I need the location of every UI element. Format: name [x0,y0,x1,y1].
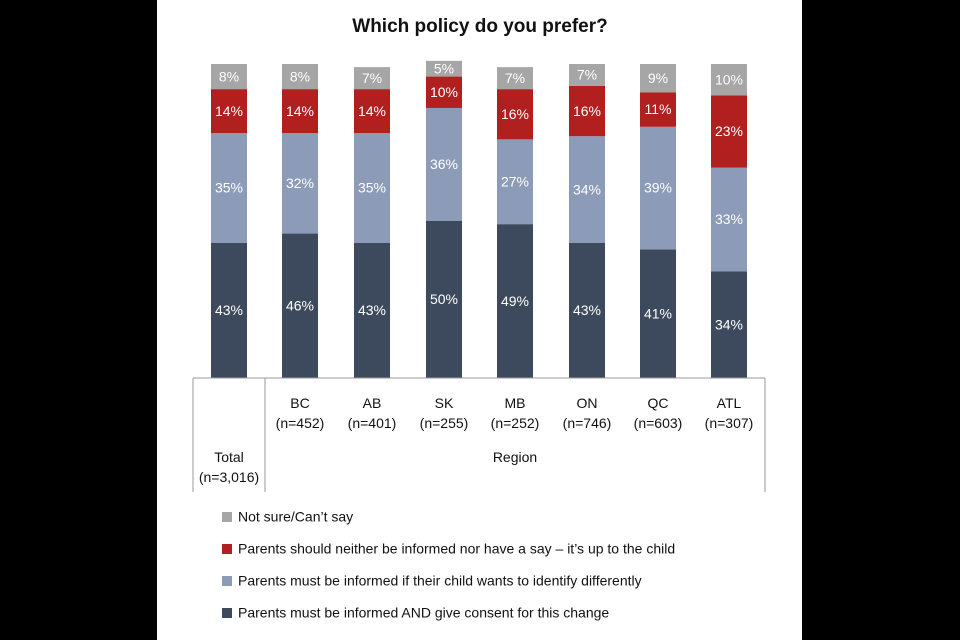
bar-segment-total-s3 [211,64,247,90]
data-label: 10% [430,84,458,100]
data-label: 7% [577,67,597,83]
legend-label: Parents should neither be informed nor h… [238,541,675,557]
bar-segment-atl-s3 [711,64,747,96]
data-label: 14% [215,103,243,119]
data-label: 23% [715,123,743,139]
category-label: ATL [717,395,742,411]
bar-segment-qc-s2 [640,92,676,127]
data-label: 43% [215,302,243,318]
chart-panel [157,0,802,640]
category-label: MB [505,395,526,411]
bar-segment-on-s2 [569,85,605,137]
bar-segment-bc-s1 [282,133,318,234]
data-label: 50% [430,291,458,307]
data-label: 35% [358,180,386,196]
data-label: 34% [715,316,743,332]
data-label: 10% [715,71,743,87]
category-label: Total [214,449,244,465]
legend-label: Parents must be informed AND give consen… [238,605,609,621]
bar-segment-qc-s3 [640,64,676,93]
bar-segment-mb-s2 [497,89,533,140]
bar-segment-mb-s1 [497,139,533,225]
data-label: 11% [645,101,672,117]
bar-segment-atl-s2 [711,95,747,168]
category-label: AB [363,395,382,411]
group-label-region: Region [493,449,537,465]
data-label: 34% [573,181,601,197]
data-label: 39% [644,180,672,196]
bar-segment-total-s2 [211,89,247,134]
data-label: 43% [573,302,601,318]
bar-segment-ab-s0 [354,242,390,378]
legend-label: Not sure/Can’t say [238,509,353,525]
data-label: 8% [219,68,239,84]
data-label: 46% [286,297,314,313]
chart-title: Which policy do you prefer? [352,16,608,37]
data-label: 43% [358,302,386,318]
data-label: 16% [573,103,601,119]
category-label: SK [435,395,454,411]
bar-segment-mb-s3 [497,67,533,90]
category-sample-size: (n=3,016) [199,469,259,485]
category-sample-size: (n=252) [491,415,540,431]
category-sample-size: (n=255) [420,415,469,431]
bar-segment-on-s3 [569,64,605,86]
bar-segment-on-s0 [569,242,605,378]
legend-swatch [222,608,232,618]
data-label: 32% [286,175,314,191]
legend-label: Parents must be informed if their child … [238,573,642,589]
bar-segment-bc-s0 [282,233,318,378]
bar-segment-sk-s3 [426,60,462,77]
data-label: 36% [430,156,458,172]
data-label: 14% [358,103,386,119]
category-label: BC [290,395,309,411]
legend-swatch [222,544,232,554]
bar-segment-on-s1 [569,136,605,243]
data-label: 7% [362,70,382,86]
category-sample-size: (n=603) [634,415,683,431]
bar-segment-ab-s2 [354,89,390,134]
data-label: 49% [501,293,529,309]
bar-segment-bc-s3 [282,64,318,90]
bar-segment-ab-s3 [354,67,390,90]
data-label: 33% [715,211,743,227]
category-label: ON [577,395,598,411]
category-sample-size: (n=452) [276,415,325,431]
category-sample-size: (n=307) [705,415,754,431]
data-label: 27% [501,173,529,189]
data-label: 41% [644,305,672,321]
bar-segment-atl-s0 [711,271,747,378]
bar-segment-mb-s0 [497,224,533,378]
bar-segment-total-s0 [211,242,247,378]
bar-segment-sk-s2 [426,76,462,108]
data-label: 5% [434,60,454,76]
bar-segment-ab-s1 [354,133,390,243]
bar-segment-sk-s1 [426,107,462,221]
legend-swatch [222,576,232,586]
data-label: 7% [505,70,525,86]
bar-segment-sk-s0 [426,221,462,378]
bar-segment-bc-s2 [282,89,318,134]
data-label: 8% [290,68,310,84]
bar-segment-total-s1 [211,133,247,243]
bar-segment-qc-s0 [640,249,676,378]
category-sample-size: (n=746) [563,415,612,431]
legend-swatch [222,512,232,522]
data-label: 16% [501,106,529,122]
data-label: 14% [286,103,314,119]
data-label: 35% [215,180,243,196]
data-label: 9% [648,70,668,86]
bar-segment-qc-s1 [640,126,676,250]
bar-segment-atl-s1 [711,167,747,272]
category-label: QC [648,395,669,411]
category-sample-size: (n=401) [348,415,397,431]
